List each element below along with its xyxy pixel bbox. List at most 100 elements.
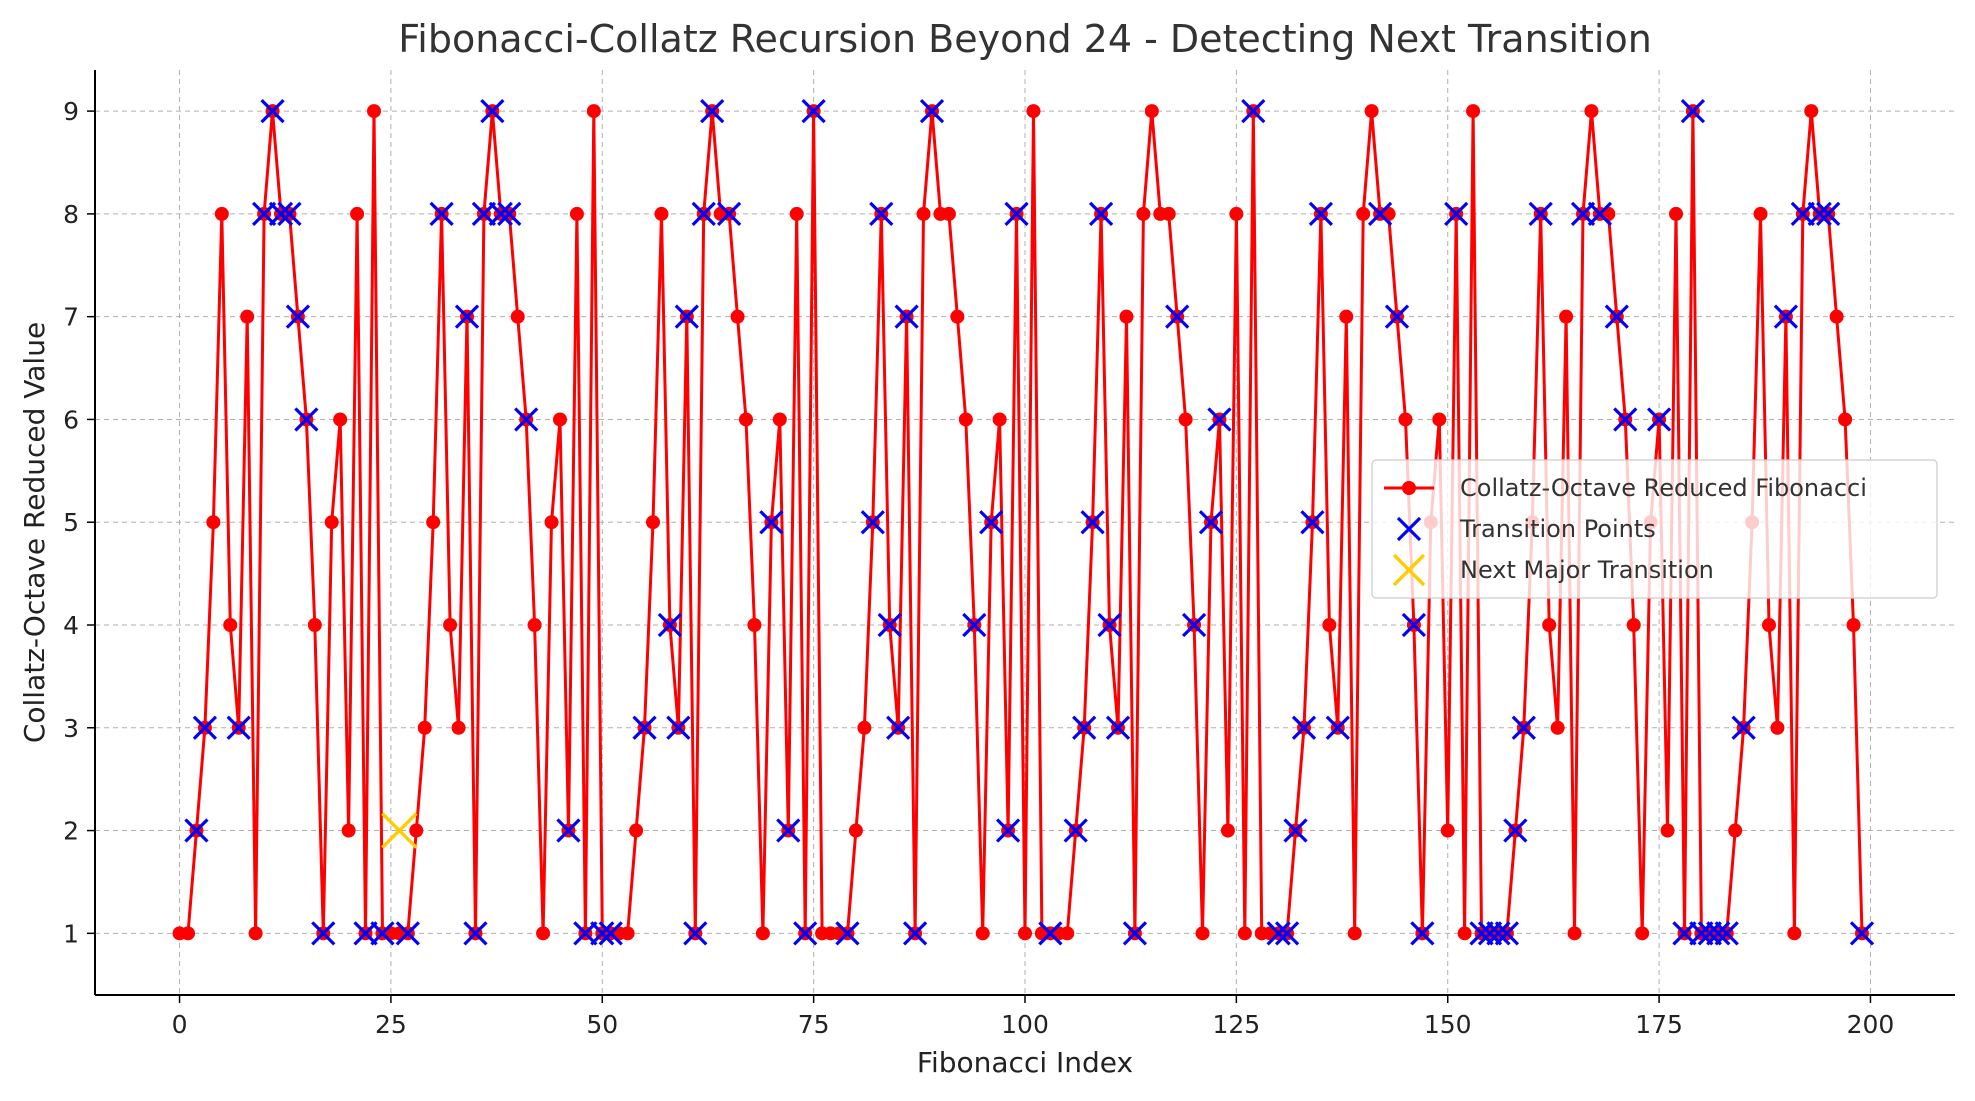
transition-point [666, 715, 691, 740]
transition-point [793, 921, 818, 946]
transition-point [463, 921, 488, 946]
data-point [1728, 823, 1743, 838]
data-point [747, 618, 762, 632]
line-series [179, 109, 1864, 935]
data-point [1550, 720, 1565, 735]
transition-point [1486, 921, 1511, 946]
data-point [443, 618, 458, 632]
data-point [426, 515, 441, 530]
transition-point [1613, 407, 1638, 432]
transition-point [268, 201, 294, 227]
data-point [451, 720, 466, 735]
transition-point [1004, 201, 1029, 227]
transition-point [1604, 304, 1629, 329]
data-point [1635, 926, 1650, 941]
data-point [181, 926, 195, 941]
data-point [1060, 926, 1075, 941]
transition-point [860, 510, 885, 535]
transition-markers [184, 98, 1875, 946]
transition-point [1528, 201, 1553, 227]
data-point [992, 412, 1007, 427]
transition-point [1300, 510, 1325, 535]
transition-point [429, 201, 454, 227]
data-point [527, 618, 542, 632]
data-point [350, 206, 365, 221]
data-point [367, 104, 381, 119]
legend-x-sample [1392, 553, 1426, 587]
x-tick-label: 150 [1424, 1010, 1472, 1039]
data-point [1669, 206, 1683, 221]
data-point [1440, 823, 1455, 838]
y-tick-label: 6 [63, 405, 79, 434]
data-point [1846, 618, 1861, 632]
next-transition-markers [381, 812, 418, 849]
data-point [248, 926, 263, 941]
transition-point [835, 921, 860, 946]
transition-point [801, 98, 826, 124]
transition-point [979, 510, 1004, 535]
transition-point [1587, 201, 1613, 227]
data-point [975, 926, 990, 941]
data-point [1432, 412, 1447, 427]
x-axis-title: Fibonacci Index [917, 1046, 1133, 1079]
data-point [307, 618, 322, 632]
transition-point [454, 304, 480, 329]
data-point [1567, 926, 1582, 941]
transition-point [919, 98, 945, 124]
data-point [1195, 926, 1210, 941]
data-point [950, 309, 965, 324]
x-tick-label: 175 [1635, 1010, 1683, 1039]
transition-point [691, 201, 716, 227]
transition-point [514, 407, 539, 432]
transition-point [184, 818, 209, 843]
data-point [1339, 309, 1354, 324]
transition-point [1105, 715, 1131, 740]
transition-point [1038, 921, 1063, 946]
transition-point [1063, 818, 1088, 843]
data-point [544, 515, 559, 530]
transition-point [370, 921, 395, 946]
transition-point [1731, 715, 1756, 740]
x-tick-label: 75 [798, 1010, 830, 1039]
y-tick-label: 3 [63, 714, 79, 743]
x-tick-label: 125 [1213, 1010, 1261, 1039]
transition-point [1080, 510, 1105, 535]
y-tick-label: 2 [63, 817, 79, 846]
transition-point [700, 98, 725, 124]
data-point [206, 515, 221, 530]
data-point [341, 823, 356, 838]
transition-point [1266, 921, 1291, 946]
data-point [409, 823, 424, 838]
data-point [1457, 926, 1472, 941]
data-point [1829, 309, 1844, 324]
transition-point [497, 201, 522, 227]
transition-point [1503, 818, 1528, 843]
x-tick-label: 0 [172, 1010, 188, 1039]
transition-point [886, 715, 911, 740]
data-point [941, 206, 956, 221]
data-point [646, 515, 660, 530]
data-point [1762, 618, 1776, 632]
data-point [755, 926, 770, 941]
data-point [1237, 926, 1252, 941]
transition-point [674, 304, 699, 329]
transition-point [1706, 921, 1731, 946]
transition-point [1198, 510, 1224, 535]
data-point [586, 104, 601, 119]
legend-marker-sample [1402, 481, 1416, 495]
transition-point [902, 921, 928, 946]
data-point [240, 309, 255, 324]
legend-label-next: Next Major Transition [1460, 556, 1714, 584]
transition-point [1816, 201, 1841, 227]
legend-swatch-line [1384, 481, 1434, 495]
legend-x-sample [1396, 516, 1422, 542]
legend: Collatz-Octave Reduced Fibonacci Transit… [1371, 459, 1938, 599]
transition-point [1646, 407, 1672, 432]
data-point [1229, 206, 1244, 221]
transition-point [869, 201, 894, 227]
transition-point [716, 201, 742, 227]
x-tick-label: 200 [1847, 1010, 1895, 1039]
data-point [569, 206, 584, 221]
legend-label-transition: Transition Points [1459, 515, 1656, 543]
data-point [553, 412, 567, 427]
